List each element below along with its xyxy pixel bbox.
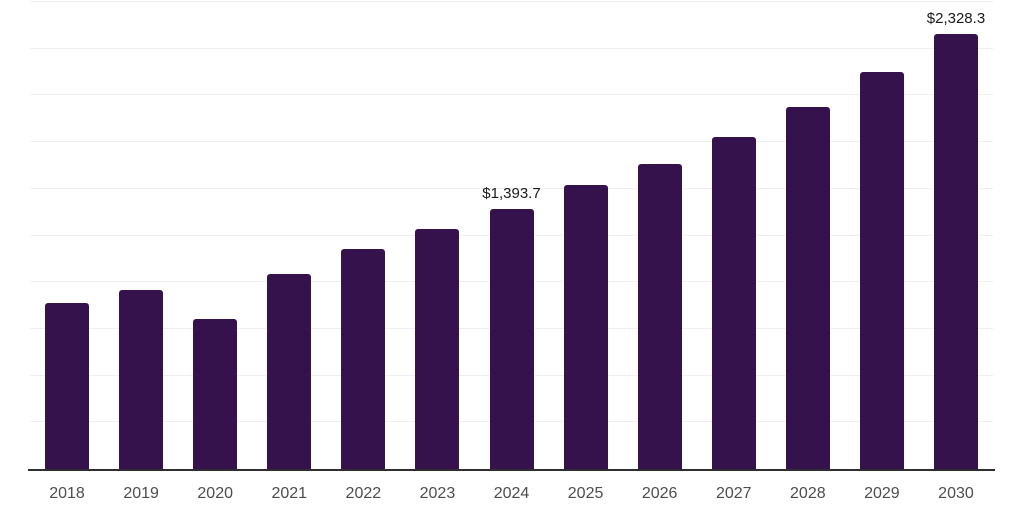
bar-2020 — [193, 319, 238, 469]
bar-value-label-2030: $2,328.3 — [926, 10, 986, 28]
x-tick-label-2021: 2021 — [271, 485, 308, 502]
bar-2026 — [637, 163, 682, 469]
bar-2025 — [563, 185, 608, 469]
bar-2030 — [933, 34, 978, 469]
bar-slot-2027 — [697, 2, 771, 469]
bars-layer: $1,393.7 $2,328.3 — [30, 2, 993, 469]
x-tick-label-2018: 2018 — [49, 485, 85, 502]
x-tick-label-2020: 2020 — [197, 485, 233, 502]
bar-2023 — [415, 229, 460, 469]
gridline — [30, 1, 993, 2]
bar-2022 — [341, 249, 386, 469]
bar-slot-2018 — [30, 2, 104, 469]
bar-2027 — [711, 136, 756, 469]
x-tick-label-2023: 2023 — [419, 485, 456, 502]
x-tick-label-2024: 2024 — [493, 485, 530, 502]
bar-slot-2020 — [178, 2, 252, 469]
x-tick-label-2022: 2022 — [345, 485, 382, 502]
bar-slot-2029 — [845, 2, 919, 469]
bar-2019 — [119, 289, 164, 469]
x-tick-label-2026: 2026 — [641, 485, 678, 502]
x-tick-label-2025: 2025 — [567, 485, 604, 502]
bar-slot-2023 — [400, 2, 474, 469]
gridline — [30, 47, 993, 49]
bar-2028 — [785, 106, 830, 469]
bar-2021 — [267, 273, 312, 469]
gridline — [30, 94, 993, 96]
bar-slot-2022 — [326, 2, 400, 469]
x-tick-label-2027: 2027 — [715, 485, 752, 502]
bar-2018 — [45, 303, 90, 469]
bar-slot-2021 — [252, 2, 326, 469]
gridline — [30, 141, 993, 143]
plot-area: $1,393.7 $2,328.3 — [28, 1, 995, 471]
bar-slot-2030: $2,328.3 — [919, 2, 993, 469]
x-tick-label-2019: 2019 — [123, 485, 159, 502]
gridline — [30, 187, 993, 189]
bar-2024 — [489, 208, 534, 469]
bar-slot-2025 — [549, 2, 623, 469]
x-axis-labels: 2018 2019 2020 2021 2022 2023 2024 2025 2026 2027… — [30, 471, 993, 503]
x-tick-label-2028: 2028 — [790, 485, 826, 502]
bar-slot-2028 — [771, 2, 845, 469]
bar-slot-2019 — [104, 2, 178, 469]
x-axis-line — [28, 469, 995, 471]
x-tick-label-2030: 2030 — [938, 485, 974, 502]
bar-slot-2024: $1,393.7 — [474, 2, 548, 469]
x-tick-label-2029: 2029 — [864, 485, 900, 502]
bar-value-label-2024: $1,393.7 — [482, 184, 541, 202]
bar-slot-2026 — [623, 2, 697, 469]
bar-2029 — [859, 72, 904, 469]
